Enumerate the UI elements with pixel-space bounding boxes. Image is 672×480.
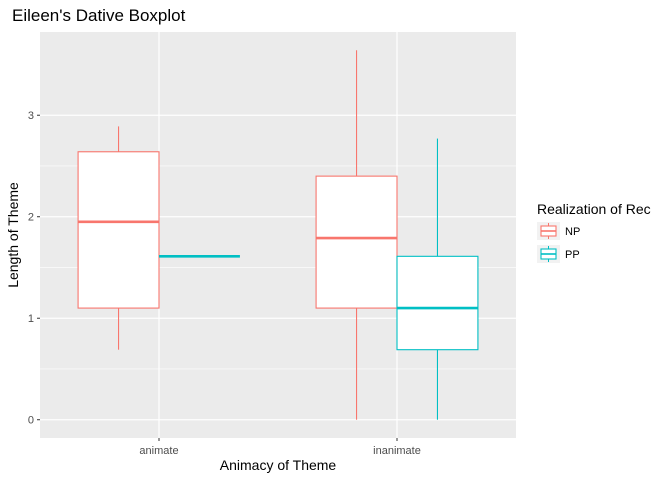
box-body bbox=[396, 255, 479, 351]
x-axis: animate inanimate bbox=[139, 438, 421, 457]
y-tick-label: 0 bbox=[28, 415, 34, 427]
legend: Realization of Rec NP PP bbox=[537, 201, 651, 263]
y-axis-title: Length of Theme bbox=[5, 182, 21, 288]
legend-key-PP: PP bbox=[537, 245, 580, 263]
x-axis-title: Animacy of Theme bbox=[220, 457, 337, 473]
box-NP-animate bbox=[77, 126, 160, 350]
box-body bbox=[315, 175, 398, 309]
box-body bbox=[77, 151, 160, 309]
x-tick-label: animate bbox=[139, 445, 178, 457]
chart-title: Eileen's Dative Boxplot bbox=[12, 6, 186, 25]
box-PP-inanimate bbox=[396, 138, 479, 420]
box-series bbox=[77, 50, 479, 420]
legend-key-NP: NP bbox=[537, 222, 580, 240]
box-NP-inanimate bbox=[315, 50, 398, 420]
y-tick-label: 2 bbox=[28, 212, 34, 224]
y-tick-label: 1 bbox=[28, 313, 34, 325]
x-tick-label: inanimate bbox=[373, 445, 421, 457]
y-tick-label: 3 bbox=[28, 110, 34, 122]
legend-label: NP bbox=[565, 226, 580, 238]
y-axis: 0 1 2 3 bbox=[28, 110, 40, 427]
legend-title: Realization of Rec bbox=[537, 201, 651, 217]
legend-label: PP bbox=[565, 249, 580, 261]
